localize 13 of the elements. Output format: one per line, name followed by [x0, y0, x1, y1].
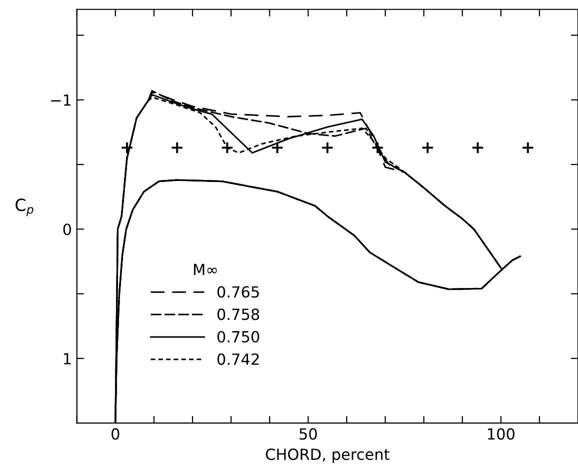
- legend-label: 0.750: [217, 330, 260, 343]
- legend-label: 0.742: [217, 353, 259, 365]
- y-tick-label: −1: [51, 94, 71, 106]
- legend-label: 0.758: [217, 308, 260, 320]
- legend-label: 0.765: [217, 286, 259, 298]
- x-tick-label: 100: [488, 428, 514, 440]
- x-tick-label: 0: [112, 428, 120, 440]
- y-tick-label: 1: [64, 353, 71, 364]
- x-tick-label: 50: [300, 428, 317, 440]
- x-axis-title: CHORD, percent: [266, 448, 390, 464]
- legend-title: M∞: [194, 264, 217, 276]
- y-axis-title: C$_{p}$: [16, 198, 34, 216]
- y-tick-label: 0: [63, 224, 71, 236]
